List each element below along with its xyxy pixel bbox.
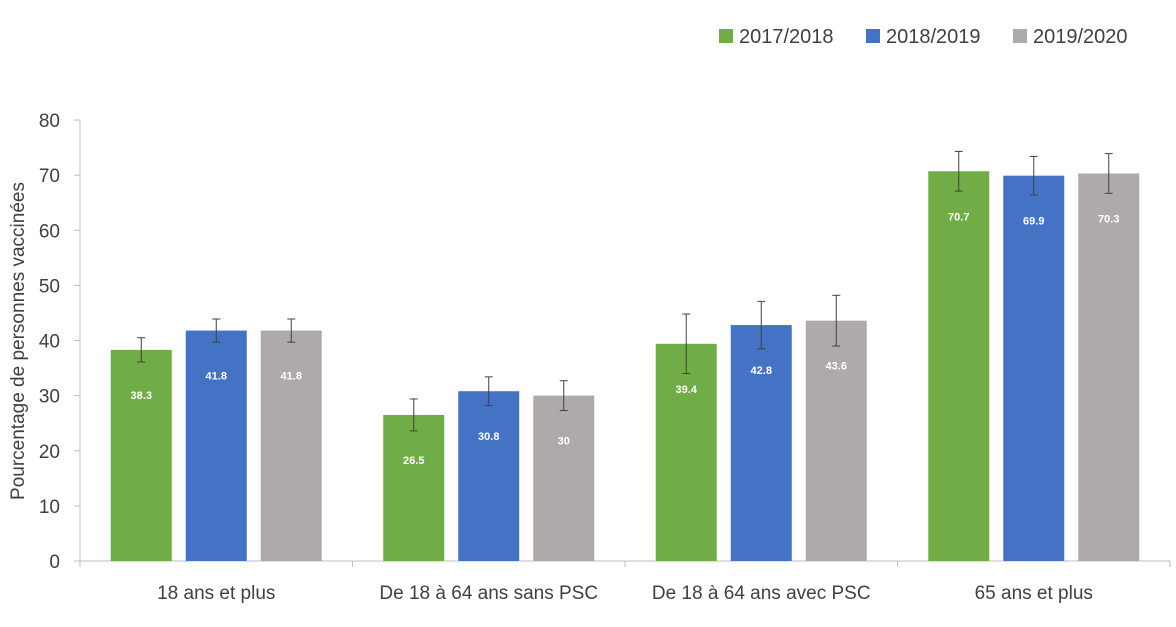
x-category-label: 65 ans et plus xyxy=(975,583,1093,604)
data-label: 30.8 xyxy=(478,431,499,443)
legend-label: 2017/2018 xyxy=(739,26,834,48)
bars: 38.3 41.8 41.8 26.5 30.8 30 39.4 42.8 43.6 70.7 69… xyxy=(110,150,1140,562)
legend-swatch xyxy=(1013,29,1027,43)
bar-2017-2018 xyxy=(928,171,990,562)
legend: 2017/2018 2018/2019 2019/2020 xyxy=(719,26,1128,48)
bar-2018-2019 xyxy=(185,330,247,561)
bar-2019-2020 xyxy=(805,320,867,561)
bar-2017-2018 xyxy=(655,343,717,561)
bar-2018-2019 xyxy=(730,325,792,561)
data-label: 38.3 xyxy=(131,390,152,402)
y-axis-title: Pourcentage de personnes vaccinées xyxy=(8,182,29,500)
legend-swatch xyxy=(719,29,733,43)
y-tick-label: 20 xyxy=(39,442,60,463)
y-axis: 0 10 20 30 40 50 60 70 80 xyxy=(39,111,81,573)
bar-2019-2020 xyxy=(533,395,595,561)
x-axis: 18 ans et plus De 18 à 64 ans sans PSC De … xyxy=(79,560,1171,604)
data-label: 70.7 xyxy=(948,211,969,223)
data-label: 41.8 xyxy=(206,371,227,383)
data-label: 26.5 xyxy=(403,455,424,467)
bar-2019-2020 xyxy=(1078,173,1140,561)
bar-2017-2018 xyxy=(383,414,445,561)
x-category-label: De 18 à 64 ans avec PSC xyxy=(652,583,871,604)
bar-2017-2018 xyxy=(110,349,172,561)
y-tick-label: 70 xyxy=(39,166,60,187)
legend-swatch xyxy=(866,29,880,43)
y-tick-label: 30 xyxy=(39,387,60,408)
bar-2018-2019 xyxy=(1003,175,1065,561)
bar-2018-2019 xyxy=(458,391,520,561)
y-tick-label: 10 xyxy=(39,497,60,518)
legend-label: 2018/2019 xyxy=(886,26,981,48)
data-label: 69.9 xyxy=(1023,216,1044,228)
x-category-label: De 18 à 64 ans sans PSC xyxy=(379,583,598,604)
y-tick-label: 80 xyxy=(39,111,60,132)
x-category-label: 18 ans et plus xyxy=(157,583,275,604)
data-label: 41.8 xyxy=(281,371,302,383)
y-tick-label: 0 xyxy=(49,552,60,573)
y-tick-label: 50 xyxy=(39,276,60,297)
data-label: 39.4 xyxy=(676,384,698,396)
y-tick-label: 60 xyxy=(39,221,60,242)
legend-label: 2019/2020 xyxy=(1033,26,1128,48)
data-label: 43.6 xyxy=(826,361,847,373)
data-label: 42.8 xyxy=(751,365,772,377)
bar-2019-2020 xyxy=(260,330,322,561)
y-tick-label: 40 xyxy=(39,332,60,353)
data-label: 70.3 xyxy=(1098,213,1119,225)
data-label: 30 xyxy=(558,436,570,448)
